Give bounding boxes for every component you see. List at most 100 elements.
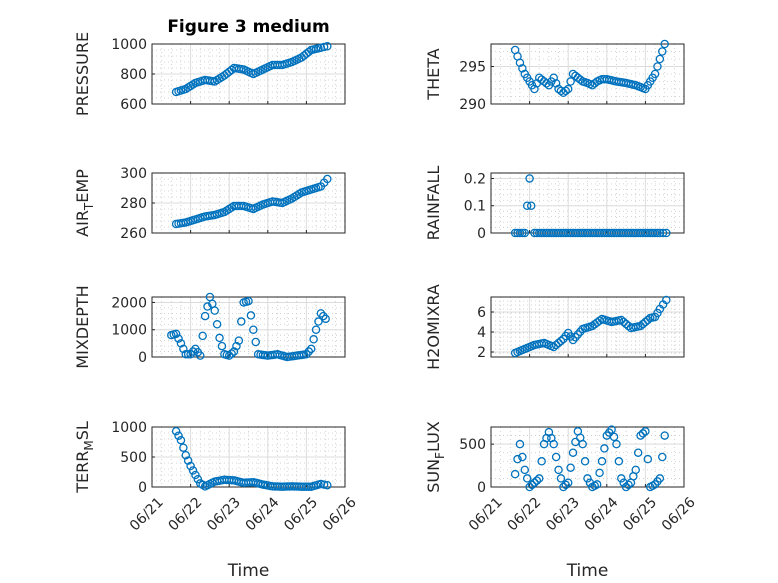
- data-point: [643, 454, 653, 464]
- data-point: [595, 76, 604, 85]
- data-point: [571, 228, 580, 238]
- data-point: [319, 42, 329, 52]
- data-point: [234, 336, 244, 345]
- data-point: [518, 64, 527, 73]
- data-point: [217, 208, 227, 217]
- data-point: [658, 228, 668, 238]
- data-point: [314, 480, 323, 489]
- data-point: [188, 215, 198, 225]
- data-point: [643, 315, 653, 325]
- data-point: [566, 463, 575, 472]
- x-tick-label: 06/25: [281, 494, 321, 534]
- data-point: [624, 480, 633, 490]
- data-point: [658, 452, 667, 462]
- data-point: [638, 429, 648, 438]
- data-point: [176, 339, 186, 348]
- data-point: [171, 426, 181, 436]
- data-point: [609, 432, 619, 442]
- data-point: [188, 466, 198, 475]
- y-axis-label-main: RAINFALL: [424, 166, 443, 241]
- data-point: [304, 47, 314, 57]
- data-point: [638, 228, 648, 238]
- data-point: [522, 474, 532, 483]
- data-point: [515, 228, 525, 238]
- x-tick-label: 06/23: [543, 494, 583, 534]
- data-point: [561, 480, 571, 490]
- y-tick-label: 1000: [111, 420, 147, 436]
- y-axis-label: THETA: [424, 48, 443, 100]
- y-axis-label: TERRMSL: [73, 421, 96, 494]
- data-point: [532, 476, 542, 485]
- data-point: [510, 469, 520, 479]
- data-point: [604, 428, 614, 437]
- data-point: [518, 452, 527, 462]
- data-point: [319, 178, 329, 187]
- data-point: [537, 457, 546, 466]
- data-point: [513, 454, 522, 464]
- data-point: [179, 85, 188, 95]
- y-tick-label: 800: [120, 67, 147, 83]
- y-tick-label: 0: [477, 226, 486, 242]
- data-point: [658, 47, 667, 56]
- y-tick-label: 0: [477, 480, 486, 496]
- data-point: [551, 452, 561, 462]
- axes-frame: [490, 172, 685, 234]
- y-axis-label-main: MIXDEPTH: [73, 285, 92, 368]
- data-point: [650, 228, 660, 238]
- data-point: [576, 433, 585, 442]
- data-point: [621, 482, 631, 492]
- data-point: [590, 228, 599, 238]
- x-tick-label: 06/22: [165, 494, 205, 534]
- data-point: [522, 201, 532, 210]
- chart-title: Figure 3 medium: [167, 17, 329, 37]
- y-axis-label: SUNFLUX: [424, 421, 447, 493]
- x-tick-label: 06/24: [243, 494, 283, 534]
- data-point: [530, 478, 539, 487]
- y-tick-label: 1000: [111, 37, 147, 53]
- data-point: [314, 44, 323, 53]
- y-tick-label: 295: [459, 60, 486, 76]
- data-point: [662, 228, 671, 238]
- y-tick-label: 280: [120, 196, 147, 212]
- data-point: [309, 335, 318, 344]
- data-point: [580, 78, 590, 87]
- data-point: [551, 79, 561, 88]
- data-point: [306, 344, 316, 354]
- y-tick-label: 2: [477, 345, 486, 361]
- axes-border: [490, 426, 685, 488]
- data-point: [614, 316, 624, 325]
- data-point: [212, 320, 222, 329]
- y-axis-label-tail: LUX: [424, 421, 443, 452]
- x-axis-label: Time: [566, 561, 609, 581]
- data-point: [179, 344, 188, 354]
- y-axis-label-tail: EMP: [73, 169, 92, 203]
- y-tick-label: 0: [138, 350, 147, 366]
- data-point: [526, 201, 536, 210]
- data-point: [183, 350, 193, 359]
- axes-mixdepth: 0 1000 2000 MIXDEPTH: [73, 285, 346, 369]
- data-point: [232, 201, 241, 211]
- y-axis-label: H2OMIXRA: [424, 284, 443, 370]
- data-point: [525, 174, 534, 183]
- data-point: [556, 86, 566, 96]
- data-point: [518, 345, 527, 355]
- y-tick-label: 0.1: [464, 199, 486, 215]
- data-point: [200, 311, 210, 321]
- data-point: [648, 228, 657, 238]
- data-point: [285, 58, 294, 68]
- data-point: [188, 347, 198, 356]
- data-point: [532, 228, 542, 238]
- data-point: [617, 474, 626, 483]
- data-point: [535, 474, 544, 483]
- y-tick-label: 500: [120, 450, 147, 466]
- data-point: [648, 313, 657, 322]
- data-point: [585, 79, 595, 89]
- axes-rainfall: 0 0.1 0.2 RAINFALL: [424, 166, 685, 242]
- axes-air-temp: 260 280 300 AIRTEMP: [73, 166, 346, 242]
- y-axis-label-main: AIR: [73, 210, 92, 237]
- y-tick-label: 600: [120, 97, 147, 113]
- data-point: [660, 39, 669, 49]
- data-point: [193, 474, 203, 484]
